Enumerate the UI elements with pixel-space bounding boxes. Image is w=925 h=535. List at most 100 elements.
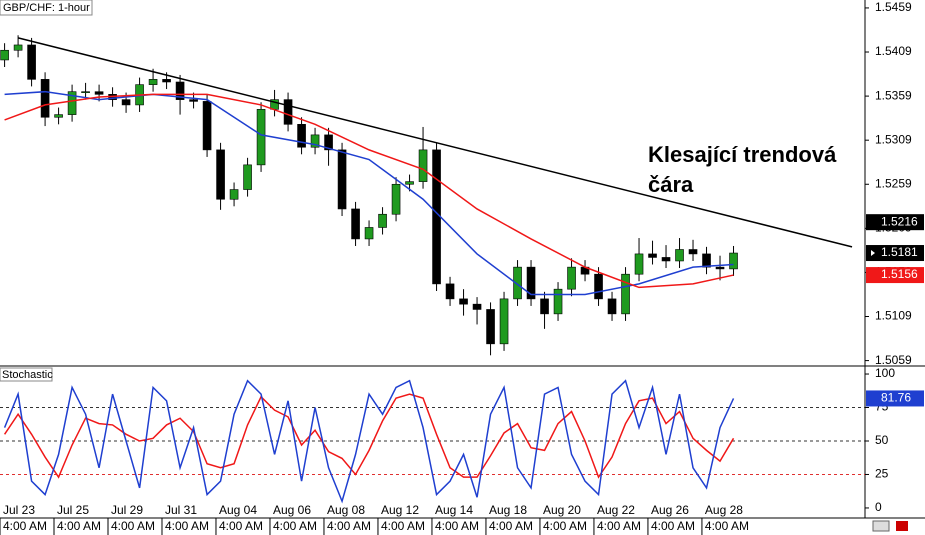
x-tick-sublabel: 4:00 AM bbox=[435, 519, 479, 533]
candle-body bbox=[445, 283, 455, 300]
candle-body bbox=[81, 91, 90, 93]
marker-arrow bbox=[871, 250, 875, 257]
candle-body bbox=[553, 288, 563, 315]
x-tick-sublabel: 4:00 AM bbox=[705, 519, 749, 533]
candle-body bbox=[175, 81, 185, 100]
moving-average bbox=[4, 93, 734, 289]
price-marker-label: 1.5216 bbox=[881, 214, 918, 228]
y-tick-label: 100 bbox=[875, 366, 895, 380]
candle-body bbox=[310, 134, 320, 148]
candle-body bbox=[715, 266, 725, 270]
trend-line bbox=[17, 37, 853, 248]
y-tick-label: 50 bbox=[875, 433, 889, 447]
x-tick-label: Jul 23 bbox=[3, 503, 35, 517]
candle-body bbox=[634, 253, 644, 275]
candle-body bbox=[607, 298, 617, 315]
candle-body bbox=[513, 266, 522, 300]
y-tick-label: 1.5109 bbox=[875, 309, 912, 323]
candle-body bbox=[256, 109, 266, 166]
x-tick-sublabel: 4:00 AM bbox=[111, 519, 155, 533]
x-tick-label: Aug 18 bbox=[489, 503, 527, 517]
candle-body bbox=[729, 252, 738, 270]
y-tick-label: 25 bbox=[875, 467, 889, 481]
title-bg bbox=[0, 367, 53, 382]
candle-body bbox=[594, 273, 603, 300]
candle-body bbox=[364, 227, 374, 240]
candle-body bbox=[418, 149, 428, 182]
candle-body bbox=[459, 298, 468, 305]
candle-body bbox=[621, 273, 630, 315]
price-marker-label: 1.5156 bbox=[881, 267, 918, 281]
y-tick-label: 1.5059 bbox=[875, 353, 912, 367]
y-tick-label: 1.5359 bbox=[875, 88, 912, 102]
x-tick-sublabel: 4:00 AM bbox=[57, 519, 101, 533]
x-tick-sublabel: 4:00 AM bbox=[651, 519, 695, 533]
candle-body bbox=[229, 189, 239, 200]
candle-body bbox=[391, 183, 401, 215]
x-tick-label: Jul 29 bbox=[111, 503, 143, 517]
candle-body bbox=[378, 213, 387, 228]
y-tick-label: 1.5259 bbox=[875, 176, 912, 190]
x-tick-label: Aug 22 bbox=[597, 503, 635, 517]
candle-body bbox=[702, 253, 711, 268]
x-tick-label: Aug 04 bbox=[219, 503, 257, 517]
price-marker-label: 81.76 bbox=[881, 391, 911, 405]
candle-body bbox=[148, 79, 158, 85]
x-tick-label: Jul 31 bbox=[165, 503, 197, 517]
x-tick-label: Aug 14 bbox=[435, 503, 473, 517]
price-marker bbox=[866, 267, 924, 284]
candle-body bbox=[297, 124, 306, 148]
x-tick-label: Aug 26 bbox=[651, 503, 689, 517]
candle-body bbox=[121, 99, 131, 106]
x-tick-sublabel: 4:00 AM bbox=[273, 519, 317, 533]
icon bbox=[896, 521, 908, 531]
x-tick-sublabel: 4:00 AM bbox=[597, 519, 641, 533]
candle-body bbox=[567, 266, 576, 290]
x-tick-sublabel: 4:00 AM bbox=[165, 519, 209, 533]
y-tick-label: 0 bbox=[875, 500, 882, 514]
icon bbox=[872, 520, 890, 532]
x-tick-label: Aug 12 bbox=[381, 503, 419, 517]
x-tick-label: Aug 20 bbox=[543, 503, 581, 517]
annotation: Klesající trendová čára bbox=[648, 142, 837, 197]
price-marker bbox=[866, 245, 924, 262]
candle-body bbox=[405, 181, 414, 185]
candle-body bbox=[526, 266, 536, 300]
stochastic-line bbox=[3, 379, 735, 504]
candle-body bbox=[67, 91, 77, 115]
candle-body bbox=[675, 249, 684, 262]
candle-body bbox=[216, 149, 225, 200]
candle-body bbox=[499, 298, 509, 345]
y-tick-label: 1.5409 bbox=[875, 44, 912, 58]
y-tick-label: 1.5459 bbox=[875, 0, 912, 14]
candle-body bbox=[337, 149, 347, 210]
x-tick-label: Jul 25 bbox=[57, 503, 89, 517]
x-tick-label: Aug 28 bbox=[705, 503, 743, 517]
x-tick-sublabel: 4:00 AM bbox=[3, 519, 47, 533]
candle-body bbox=[472, 303, 482, 310]
candle-body bbox=[661, 257, 671, 262]
candle-body bbox=[243, 164, 252, 190]
candle-body bbox=[202, 101, 212, 151]
title-bg bbox=[0, 0, 93, 16]
moving-average bbox=[4, 90, 734, 296]
candle-body bbox=[40, 79, 50, 118]
candle-body bbox=[688, 249, 698, 255]
x-tick-sublabel: 4:00 AM bbox=[381, 519, 425, 533]
candle-body bbox=[27, 44, 36, 80]
x-tick-sublabel: 4:00 AM bbox=[543, 519, 587, 533]
candle-body bbox=[54, 114, 63, 118]
x-tick-label: Aug 06 bbox=[273, 503, 311, 517]
chart-title: GBP/CHF: 1-hour bbox=[3, 2, 90, 14]
x-tick-sublabel: 4:00 AM bbox=[219, 519, 263, 533]
candle-body bbox=[351, 208, 360, 240]
candle-body bbox=[13, 44, 23, 51]
candle-body bbox=[540, 298, 549, 315]
x-tick-label: Aug 08 bbox=[327, 503, 365, 517]
panel-title: Stochastic bbox=[2, 369, 53, 381]
price-marker-label: 1.5181 bbox=[881, 245, 918, 259]
x-tick-sublabel: 4:00 AM bbox=[489, 519, 533, 533]
x-tick-sublabel: 4:00 AM bbox=[327, 519, 371, 533]
